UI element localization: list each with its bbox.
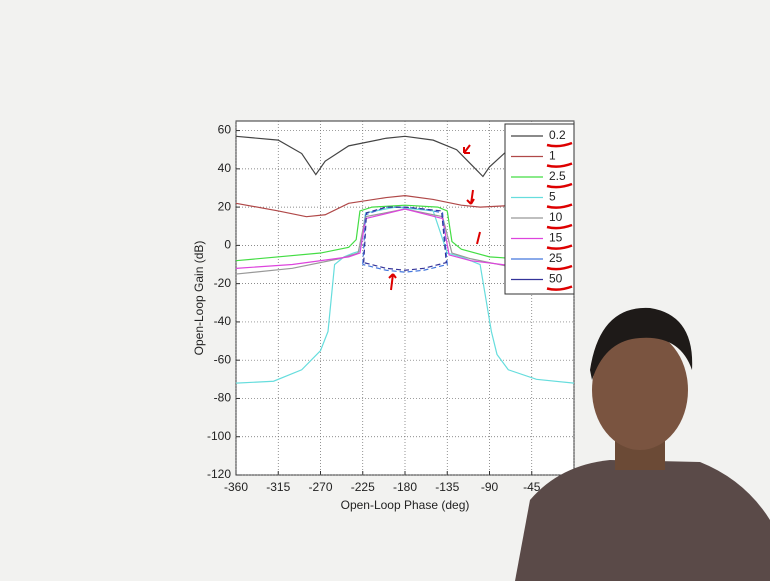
annotation-underline bbox=[546, 223, 573, 230]
y-tick-label: -100 bbox=[207, 429, 231, 443]
x-tick-label: -90 bbox=[481, 480, 499, 494]
series-line bbox=[235, 208, 575, 269]
x-tick-label: -270 bbox=[308, 480, 332, 494]
legend-label: 0.2 bbox=[549, 128, 566, 142]
y-tick-label: 40 bbox=[218, 161, 232, 175]
legend-label: 1 bbox=[549, 149, 556, 163]
presenter bbox=[515, 307, 770, 581]
annotation-underline bbox=[546, 244, 573, 250]
y-tick-label: 60 bbox=[218, 123, 232, 137]
y-tick-label: 0 bbox=[224, 238, 231, 252]
x-tick-label: -180 bbox=[393, 480, 417, 494]
annotation-underline bbox=[546, 203, 573, 209]
y-axis-label: Open-Loop Gain (dB) bbox=[192, 241, 206, 356]
annotations bbox=[388, 144, 481, 291]
legend-label: 5 bbox=[549, 190, 556, 204]
y-tick-label: 20 bbox=[218, 199, 232, 213]
x-tick-label: -360 bbox=[224, 480, 248, 494]
y-tick-label: -60 bbox=[214, 352, 232, 366]
series-line bbox=[362, 206, 448, 273]
series-line bbox=[363, 206, 447, 271]
annotation-underline bbox=[546, 264, 573, 271]
annotation-underline bbox=[546, 141, 573, 148]
legend-label: 25 bbox=[549, 251, 563, 265]
annotation-underline bbox=[546, 285, 573, 291]
annotation-underline bbox=[546, 162, 573, 168]
legend-label: 15 bbox=[549, 231, 563, 245]
x-tick-label: -135 bbox=[435, 480, 459, 494]
y-tick-label: -20 bbox=[214, 276, 232, 290]
legend-label: 10 bbox=[549, 210, 563, 224]
legend-label: 2.5 bbox=[549, 169, 566, 183]
y-tick-label: -80 bbox=[214, 391, 232, 405]
series-line bbox=[235, 206, 575, 384]
x-axis-label: Open-Loop Phase (deg) bbox=[341, 498, 470, 512]
annotation-underline bbox=[546, 182, 573, 189]
x-tick-label: -225 bbox=[351, 480, 375, 494]
series-line bbox=[235, 204, 574, 262]
y-tick-label: -120 bbox=[207, 467, 231, 481]
plot: -360 -315 -270 -225 -180 -135 -90 -45 0 -120 -100 -… bbox=[207, 121, 578, 494]
x-tick-label: -315 bbox=[266, 480, 290, 494]
legend-box bbox=[504, 123, 575, 295]
y-tick-label: -40 bbox=[214, 314, 232, 328]
x-tick-label: -45 bbox=[523, 480, 541, 494]
legend-label: 50 bbox=[549, 272, 563, 286]
